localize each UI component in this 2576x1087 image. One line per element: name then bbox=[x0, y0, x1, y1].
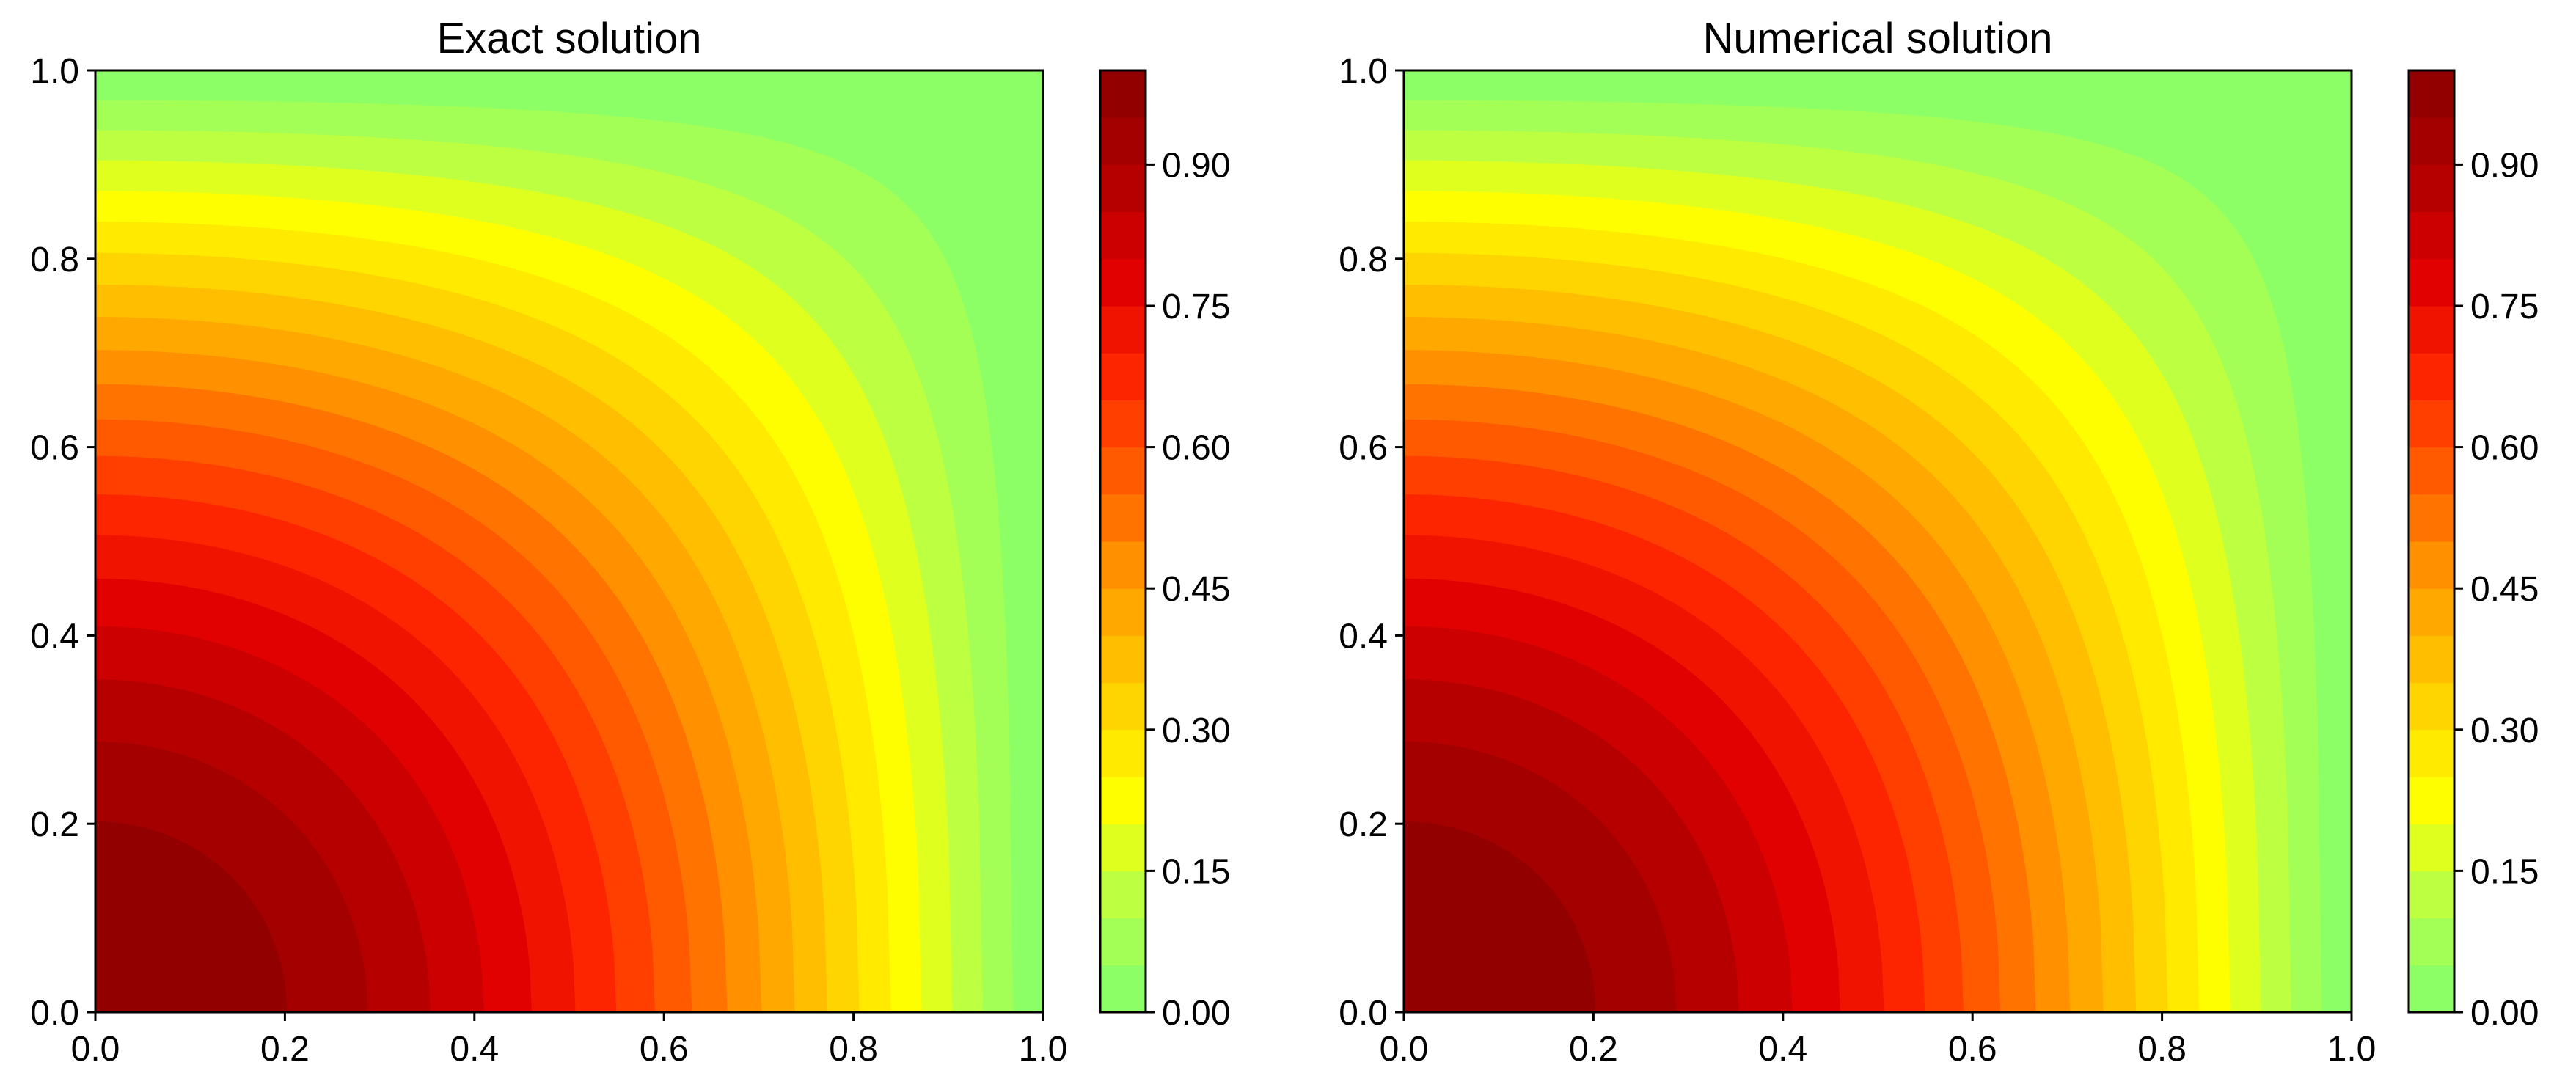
colorbar-segment bbox=[2409, 588, 2454, 636]
x-tick-label: 1.0 bbox=[2327, 1030, 2376, 1069]
colorbar-segment bbox=[2409, 824, 2454, 871]
colorbar-segment bbox=[1100, 306, 1146, 354]
colorbar-tick-label: 0.90 bbox=[2470, 146, 2539, 185]
colorbar-tick-label: 0.30 bbox=[1162, 711, 1230, 750]
colorbar-segment bbox=[2409, 211, 2454, 260]
colorbar-tick-label: 0.75 bbox=[1162, 288, 1230, 326]
colorbar-segment bbox=[1100, 447, 1146, 495]
colorbar-segment bbox=[1100, 871, 1146, 919]
colorbar-segment bbox=[1100, 965, 1146, 1013]
colorbar-segment bbox=[1100, 400, 1146, 448]
colorbar-tick-label: 0.90 bbox=[1162, 146, 1230, 185]
contour-plot-area bbox=[1404, 70, 2352, 1012]
colorbar-segment bbox=[1100, 164, 1146, 213]
y-tick-label: 0.4 bbox=[30, 617, 79, 656]
x-tick-label: 0.4 bbox=[1758, 1030, 1807, 1069]
colorbar-tick-label: 0.30 bbox=[2470, 711, 2539, 750]
colorbar-segment bbox=[2409, 306, 2454, 354]
colorbar-tick-label: 0.60 bbox=[1162, 429, 1230, 468]
chart-title: Exact solution bbox=[436, 15, 701, 62]
colorbar-segment bbox=[2409, 777, 2454, 824]
colorbar-segment bbox=[1100, 70, 1146, 118]
colorbar-segment bbox=[1100, 353, 1146, 400]
x-tick-label: 0.0 bbox=[71, 1030, 120, 1069]
colorbar-tick-label: 0.15 bbox=[2470, 852, 2539, 891]
colorbar-segment bbox=[2409, 635, 2454, 684]
contour-plot-area bbox=[95, 70, 1043, 1012]
y-tick-label: 0.2 bbox=[30, 805, 79, 844]
y-tick-label: 0.6 bbox=[30, 429, 79, 468]
x-tick-label: 0.2 bbox=[260, 1030, 310, 1069]
colorbar-segment bbox=[2409, 400, 2454, 448]
colorbar-segment bbox=[1100, 729, 1146, 777]
colorbar-tick-label: 0.15 bbox=[1162, 852, 1230, 891]
colorbar-segment bbox=[1100, 777, 1146, 824]
colorbar-segment bbox=[1100, 211, 1146, 260]
colorbar-segment bbox=[2409, 918, 2454, 966]
colorbar-tick-label: 0.45 bbox=[1162, 570, 1230, 609]
colorbar-segment bbox=[1100, 494, 1146, 542]
chart-exact-solution: Exact solution 0.0 0.2 0.4 0.6 0.8 1.00.00.20… bbox=[30, 15, 1230, 1069]
colorbar-segment bbox=[1100, 588, 1146, 636]
colorbar-tick-label: 0.60 bbox=[2470, 429, 2539, 468]
y-tick-label: 0.0 bbox=[30, 994, 79, 1033]
x-tick-label: 0.6 bbox=[1948, 1030, 1997, 1069]
colorbar-segment bbox=[2409, 871, 2454, 919]
x-tick-label: 0.8 bbox=[2137, 1030, 2187, 1069]
x-tick-label: 0.4 bbox=[450, 1030, 499, 1069]
y-tick-label: 1.0 bbox=[30, 52, 79, 91]
colorbar-segment bbox=[1100, 918, 1146, 966]
colorbar: 0.00 0.15 0.30 0.45 0.60 0.75 0.90 bbox=[1099, 69, 1230, 1033]
y-tick-label: 0.4 bbox=[1339, 617, 1388, 656]
x-tick-label: 1.0 bbox=[1019, 1030, 1068, 1069]
y-tick-label: 0.2 bbox=[1339, 805, 1388, 844]
plot-frame bbox=[1402, 69, 2353, 1014]
colorbar-frame bbox=[2407, 69, 2456, 1014]
colorbar-tick-label: 0.00 bbox=[2470, 994, 2539, 1033]
colorbar-segment bbox=[2409, 447, 2454, 495]
y-tick-label: 0.8 bbox=[1339, 241, 1388, 279]
colorbar-tick-label: 0.75 bbox=[2470, 288, 2539, 326]
colorbar-segment bbox=[2409, 258, 2454, 307]
y-tick-label: 1.0 bbox=[1339, 52, 1388, 91]
colorbar-frame bbox=[1099, 69, 1147, 1014]
y-tick-label: 0.0 bbox=[1339, 994, 1388, 1033]
x-tick-label: 0.0 bbox=[1380, 1030, 1429, 1069]
chart-title: Numerical solution bbox=[1702, 15, 2052, 62]
colorbar-segment bbox=[1100, 258, 1146, 307]
colorbar-segment bbox=[2409, 682, 2454, 731]
y-tick-label: 0.8 bbox=[30, 241, 79, 279]
chart-numerical-solution: Numerical solution 0.0 0.2 0.4 0.6 0.8 1.00.0… bbox=[1339, 15, 2539, 1069]
colorbar-segment bbox=[1100, 824, 1146, 871]
colorbar-tick-label: 0.00 bbox=[1162, 994, 1230, 1033]
contour-band bbox=[1404, 821, 1596, 1012]
y-tick-label: 0.6 bbox=[1339, 429, 1388, 468]
axis-ticks: 0.0 0.2 0.4 0.6 0.8 1.0 0.0 0.2 0.4 0.6 0.8 1.0 bbox=[1339, 52, 2376, 1069]
colorbar-segment bbox=[2409, 164, 2454, 213]
axis-ticks: 0.0 0.2 0.4 0.6 0.8 1.0 0.0 0.2 0.4 0.6 0.8 1.0 bbox=[30, 52, 1067, 1069]
colorbar-segment bbox=[2409, 494, 2454, 542]
contour-bands bbox=[1404, 70, 2352, 1012]
colorbar-segment bbox=[1100, 541, 1146, 589]
contour-bands bbox=[95, 70, 1043, 1012]
x-tick-label: 0.2 bbox=[1569, 1030, 1618, 1069]
colorbar-segment bbox=[2409, 353, 2454, 400]
colorbar: 0.00 0.15 0.30 0.45 0.60 0.75 0.90 bbox=[2407, 69, 2539, 1033]
colorbar-segment bbox=[1100, 635, 1146, 684]
colorbar-segment bbox=[2409, 729, 2454, 777]
contour-band bbox=[95, 821, 288, 1012]
x-tick-label: 0.8 bbox=[829, 1030, 878, 1069]
colorbar-segment bbox=[1100, 117, 1146, 165]
plot-frame bbox=[94, 69, 1044, 1014]
colorbar-segment bbox=[1100, 682, 1146, 731]
colorbar-segment bbox=[2409, 70, 2454, 118]
colorbar-segment bbox=[2409, 541, 2454, 589]
colorbar-tick-label: 0.45 bbox=[2470, 570, 2539, 609]
x-tick-label: 0.6 bbox=[640, 1030, 689, 1069]
colorbar-segment bbox=[2409, 117, 2454, 165]
colorbar-segment bbox=[2409, 965, 2454, 1013]
